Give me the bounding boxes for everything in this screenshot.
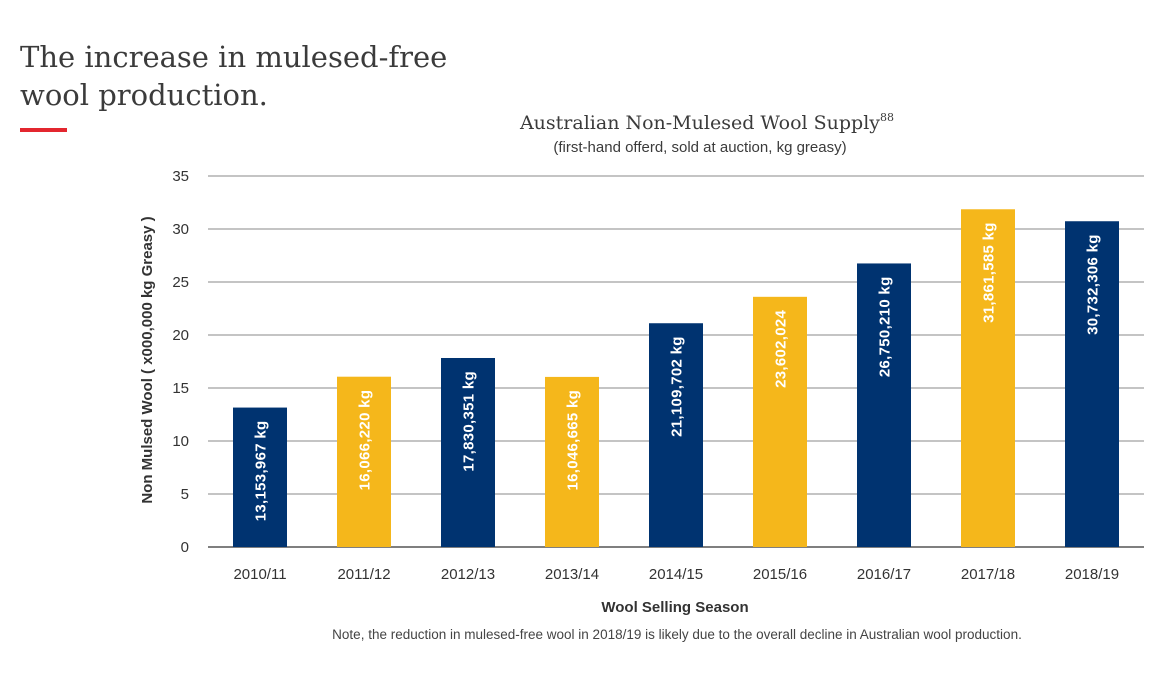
chart-note: Note, the reduction in mulesed-free wool… [332, 627, 1022, 642]
y-tick-label: 15 [172, 380, 189, 397]
x-axis-label: Wool Selling Season [601, 599, 748, 616]
bar-2017-18 [961, 209, 1015, 547]
bar-2013-14 [545, 376, 599, 547]
chart-title-superscript: 88 [880, 111, 894, 124]
bar-data-label: 26,750,210 kg [877, 276, 894, 377]
x-tick-label: 2011/12 [337, 566, 390, 583]
x-tick-label: 2012/13 [441, 566, 495, 583]
bar-2018-19 [1065, 221, 1119, 547]
x-axis-ticks: 2010/11 2011/12 2012/13 2013/14 2014/15 2015/… [233, 566, 1119, 583]
y-axis-label: Non Mulsed Wool ( x000,000 kg Greasy ) [139, 216, 156, 503]
x-tick-label: 2015/16 [753, 566, 807, 583]
page-heading-line-1: The increase in mulesed-free [20, 40, 448, 74]
x-tick-label: 2018/19 [1065, 566, 1119, 583]
y-tick-label: 5 [181, 486, 189, 503]
x-tick-label: 2013/14 [545, 566, 599, 583]
bar-2010-11 [233, 407, 287, 547]
page-heading: The increase in mulesed-free wool produc… [20, 38, 447, 114]
bars: 13,153,967 kg 16,066,220 kg 17,830,351 kg 1… [233, 209, 1119, 547]
bar-data-label: 13,153,967 kg [253, 421, 270, 522]
bar-data-label: 21,109,702 kg [669, 336, 686, 437]
accent-rule [20, 128, 67, 132]
y-axis-ticks: 0 5 10 15 20 25 30 35 [172, 168, 189, 556]
x-tick-label: 2017/18 [961, 566, 1015, 583]
page-heading-line-2: wool production. [20, 78, 268, 112]
chart-title: Australian Non-Mulesed Wool Supply88 [519, 111, 894, 134]
x-tick-label: 2010/11 [233, 566, 286, 583]
y-tick-label: 25 [172, 274, 189, 291]
y-tick-label: 30 [172, 221, 189, 238]
y-tick-label: 35 [172, 168, 189, 185]
x-tick-label: 2016/17 [857, 566, 911, 583]
chart-subtitle: (first-hand offerd, sold at auction, kg … [553, 139, 846, 156]
bar-2014-15 [649, 323, 703, 547]
bar-data-label: 31,861,585 kg [981, 222, 998, 323]
bar-2011-12 [337, 376, 391, 547]
y-tick-label: 10 [172, 433, 189, 450]
y-tick-label: 0 [181, 539, 189, 556]
bar-2012-13 [441, 357, 495, 547]
bar-data-label: 16,046,665 kg [565, 390, 582, 491]
bar-data-label: 30,732,306 kg [1085, 234, 1102, 335]
bar-data-label: 17,830,351 kg [461, 371, 478, 472]
bar-2015-16 [753, 296, 807, 547]
chart-title-text: Australian Non-Mulesed Wool Supply [519, 112, 880, 134]
x-tick-label: 2014/15 [649, 566, 703, 583]
y-tick-label: 20 [172, 327, 189, 344]
bar-data-label: 16,066,220 kg [357, 390, 374, 491]
bar-2016-17 [857, 263, 911, 547]
bar-data-label: 23,602,024 [773, 309, 790, 387]
